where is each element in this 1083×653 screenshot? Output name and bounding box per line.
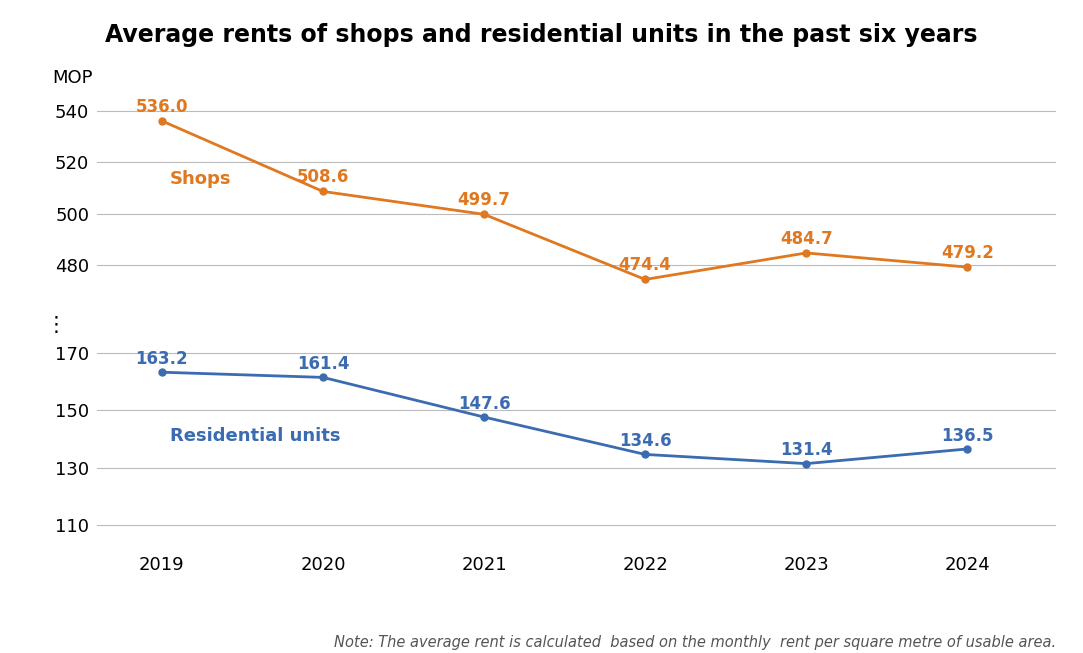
Text: Residential units: Residential units [170, 426, 340, 445]
Text: Average rents of shops and residential units in the past six years: Average rents of shops and residential u… [105, 23, 978, 47]
Text: MOP: MOP [52, 69, 92, 87]
Text: 163.2: 163.2 [135, 350, 188, 368]
Text: 479.2: 479.2 [941, 244, 994, 262]
Text: 536.0: 536.0 [135, 98, 188, 116]
Text: 474.4: 474.4 [618, 257, 671, 274]
Text: 131.4: 131.4 [780, 441, 833, 459]
Text: 499.7: 499.7 [458, 191, 510, 209]
Text: 147.6: 147.6 [458, 395, 510, 413]
Text: 136.5: 136.5 [941, 426, 993, 445]
Text: Note: The average rent is calculated  based on the monthly  rent per square metr: Note: The average rent is calculated bas… [334, 635, 1056, 650]
Text: 484.7: 484.7 [780, 230, 833, 247]
Text: 508.6: 508.6 [297, 168, 349, 186]
Text: ⋮: ⋮ [45, 315, 67, 335]
Text: Shops: Shops [170, 170, 232, 188]
Text: 134.6: 134.6 [618, 432, 671, 450]
Text: 161.4: 161.4 [297, 355, 349, 373]
